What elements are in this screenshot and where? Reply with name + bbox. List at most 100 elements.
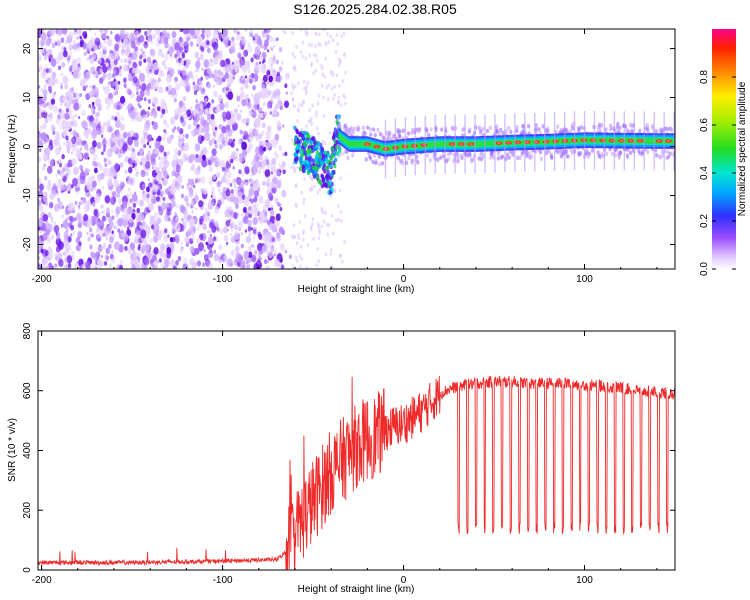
heat-blob (77, 63, 81, 68)
heat-blob (209, 247, 212, 252)
heat-blob (85, 93, 91, 101)
heat-blob (299, 264, 302, 269)
heat-blob (298, 219, 301, 224)
heat-blob (69, 215, 74, 223)
heat-blob (124, 169, 128, 175)
heat-blob (339, 152, 343, 157)
heat-blob (80, 199, 85, 206)
heat-blob (96, 251, 99, 255)
heat-blob (254, 159, 261, 169)
heat-blob (106, 225, 112, 234)
heat-blob (38, 218, 44, 228)
heat-blob (78, 241, 82, 247)
heat-blob (107, 178, 113, 186)
heat-blob (341, 79, 345, 84)
heat-blob (195, 154, 199, 159)
heat-blob (157, 77, 162, 83)
heat-blob (312, 52, 316, 57)
heat-blob (170, 87, 177, 96)
heat-blob (259, 55, 264, 62)
heat-blob (166, 209, 171, 217)
heat-blob (290, 234, 294, 239)
heat-blob (87, 104, 91, 109)
heat-blob (81, 264, 84, 268)
heat-blob (93, 167, 98, 174)
heat-blob (149, 237, 153, 243)
heat-blob (143, 97, 147, 102)
heat-blob (260, 64, 267, 74)
heat-blob (284, 83, 288, 89)
heat-blob (236, 176, 242, 186)
heat-blob (60, 85, 63, 90)
heat-blob (233, 183, 237, 188)
heat-blob (227, 91, 234, 101)
heat-blob (132, 72, 136, 77)
heat-blob (316, 246, 319, 251)
heat-blob (320, 206, 324, 211)
heat-blob (102, 121, 107, 128)
heat-blob (143, 41, 149, 49)
heat-blob (72, 92, 77, 99)
heat-blob (187, 70, 193, 79)
heat-blob (79, 147, 83, 151)
heat-blob (89, 194, 93, 199)
heat-blob (320, 83, 324, 88)
heat-blob (67, 262, 72, 269)
heat-blob (322, 29, 326, 32)
heat-blob (478, 131, 483, 136)
heat-blob (597, 122, 602, 128)
heat-blob (219, 50, 223, 55)
heat-blob (137, 102, 140, 107)
heat-blob (157, 229, 164, 238)
heat-blob (236, 95, 241, 102)
heat-blob (55, 147, 61, 156)
heat-blob (539, 156, 543, 162)
heat-blob (201, 67, 204, 71)
heat-blob (195, 74, 198, 78)
heat-blob (293, 157, 298, 163)
heat-blob (307, 156, 311, 162)
heat-blob (196, 77, 202, 86)
heat-blob (241, 179, 245, 186)
heat-blob (95, 192, 100, 201)
heat-blob (539, 150, 543, 155)
heat-blob (278, 46, 283, 53)
heat-blob (547, 149, 551, 154)
heat-blob (242, 130, 249, 140)
heat-blob (111, 115, 115, 120)
heat-blob (204, 207, 209, 215)
heat-blob (163, 53, 169, 61)
heat-blob (157, 135, 162, 142)
heat-blob (97, 218, 101, 223)
heat-blob (303, 150, 307, 156)
heat-blob (245, 117, 250, 124)
heat-blob (140, 137, 146, 146)
heat-blob (197, 35, 203, 45)
heat-blob (317, 131, 320, 136)
heat-blob (336, 42, 340, 47)
heat-blob (199, 54, 204, 61)
heat-blob (275, 173, 278, 177)
heat-blob (161, 177, 164, 182)
heat-blob (258, 255, 262, 260)
heat-blob (186, 29, 191, 34)
snr-line-layer (38, 375, 675, 570)
heat-blob (269, 209, 275, 217)
heat-blob (303, 213, 307, 218)
heat-blob (325, 85, 329, 90)
x-tick-label: -100 (213, 274, 233, 285)
heat-blob (153, 61, 159, 71)
heat-blob (223, 254, 228, 262)
heat-blob (201, 29, 206, 34)
heat-blob (83, 213, 89, 222)
heat-blob (253, 189, 260, 198)
heat-blob (269, 215, 276, 224)
heat-blob (293, 55, 297, 60)
heat-blob (55, 29, 59, 35)
heat-blob (139, 89, 145, 98)
heat-blob (208, 166, 213, 173)
heat-blob (322, 182, 327, 188)
heat-blob (499, 155, 503, 160)
heat-blob (176, 204, 179, 209)
